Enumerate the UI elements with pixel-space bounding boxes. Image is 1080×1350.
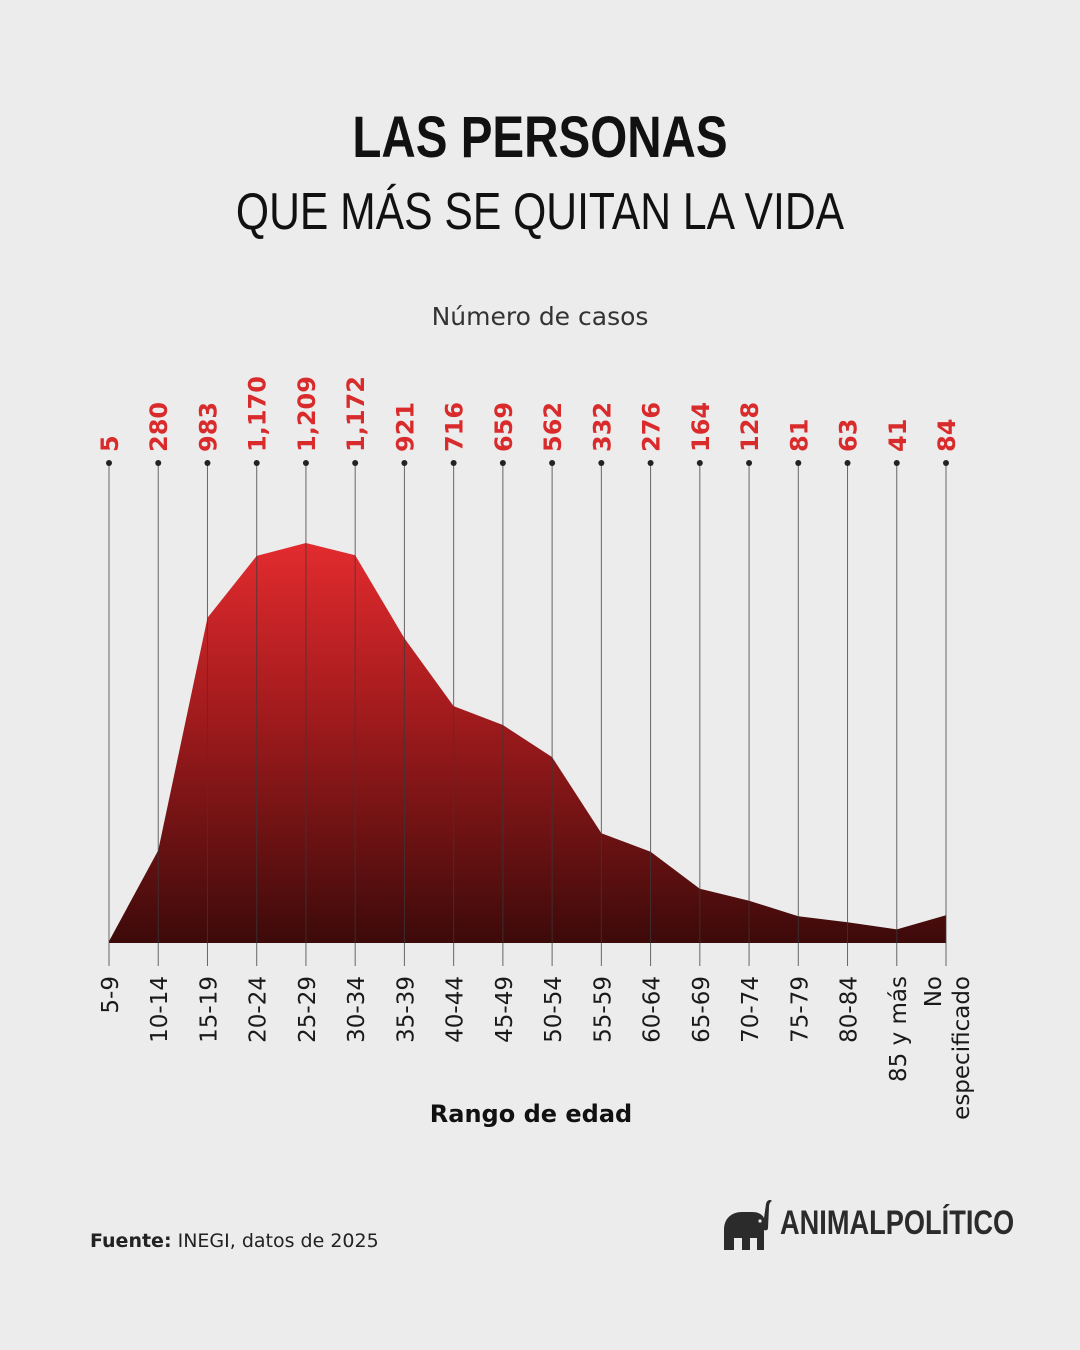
- guide-dot: [795, 460, 802, 466]
- x-tick-label: 75-79: [787, 976, 813, 1043]
- data-label: 84: [933, 419, 961, 452]
- x-tick-label: 25-29: [295, 976, 321, 1043]
- data-label: 63: [835, 419, 863, 452]
- guide-dot: [893, 460, 900, 466]
- data-label: 659: [490, 402, 518, 452]
- guide-dot: [549, 460, 556, 466]
- source-text: INEGI, datos de 2025: [171, 1230, 379, 1252]
- guide-dot: [253, 460, 260, 466]
- data-label: 983: [194, 402, 222, 452]
- brand-logo: ANIMALPOLÍTICO: [720, 1192, 1073, 1254]
- y-axis-label: Número de casos: [431, 302, 649, 331]
- x-tick-label: 50-54: [541, 976, 567, 1043]
- data-label: 1,172: [342, 376, 370, 452]
- data-label: 332: [588, 402, 616, 452]
- data-label: 164: [687, 402, 715, 452]
- data-label: 1,170: [244, 376, 272, 452]
- source-label: Fuente:: [90, 1230, 172, 1252]
- guide-dot: [302, 460, 309, 466]
- logo-text: ANIMALPOLÍTICO: [780, 1203, 1015, 1242]
- x-tick-label: 15-19: [196, 976, 222, 1043]
- data-label: 5: [96, 435, 124, 452]
- chart-subtitle: QUE MÁS SE QUITAN LA VIDA: [235, 183, 845, 241]
- x-tick-label: 60-64: [640, 976, 666, 1043]
- area-series: [109, 543, 946, 943]
- data-label: 81: [785, 419, 813, 452]
- guide-dot: [450, 460, 457, 466]
- area-chart: 5 280 983 1,170 1,209 1,172 921 716 659 562 332 276…: [96, 376, 975, 1128]
- guide-dot: [696, 460, 703, 466]
- x-tick-label: 35-39: [393, 976, 419, 1043]
- data-label: 716: [441, 402, 469, 452]
- x-tick-label: Noespecificado: [921, 976, 975, 1120]
- guide-dot: [106, 460, 112, 466]
- data-label: 280: [145, 402, 173, 452]
- guide-dot: [598, 460, 605, 466]
- guide-dot: [204, 460, 211, 466]
- data-label: 41: [884, 419, 912, 452]
- x-tick-label: 30-34: [344, 976, 370, 1043]
- x-tick-label: 45-49: [492, 976, 518, 1043]
- x-tick-label: 10-14: [147, 976, 173, 1043]
- guide-dot: [352, 460, 359, 466]
- data-label: 276: [638, 402, 666, 452]
- guide-dot: [943, 460, 949, 466]
- elephant-icon: [724, 1200, 772, 1250]
- x-tick-label: 40-44: [443, 976, 469, 1043]
- guide-dot: [746, 460, 753, 466]
- source-note: Fuente: INEGI, datos de 2025: [90, 1230, 379, 1252]
- guide-dot: [647, 460, 654, 466]
- x-axis-label: Rango de edad: [430, 1100, 632, 1128]
- guide-dot: [844, 460, 851, 466]
- guide-dot: [499, 460, 506, 466]
- x-tick-label: 20-24: [246, 976, 272, 1043]
- data-label: 921: [391, 402, 419, 452]
- x-tick-label: 70-74: [738, 976, 764, 1043]
- x-tick-label: 55-59: [590, 976, 616, 1043]
- guide-dot: [155, 460, 162, 466]
- chart-title: LAS PERSONAS: [352, 105, 728, 170]
- x-tick-label: 85 y más: [886, 976, 912, 1082]
- data-label: 1,209: [293, 376, 321, 452]
- data-label: 562: [539, 402, 567, 452]
- guide-dot: [401, 460, 408, 466]
- data-label: 128: [736, 402, 764, 452]
- x-tick-label: 65-69: [689, 976, 715, 1043]
- x-tick-label: 5-9: [98, 976, 124, 1014]
- x-tick-label: 80-84: [837, 976, 863, 1043]
